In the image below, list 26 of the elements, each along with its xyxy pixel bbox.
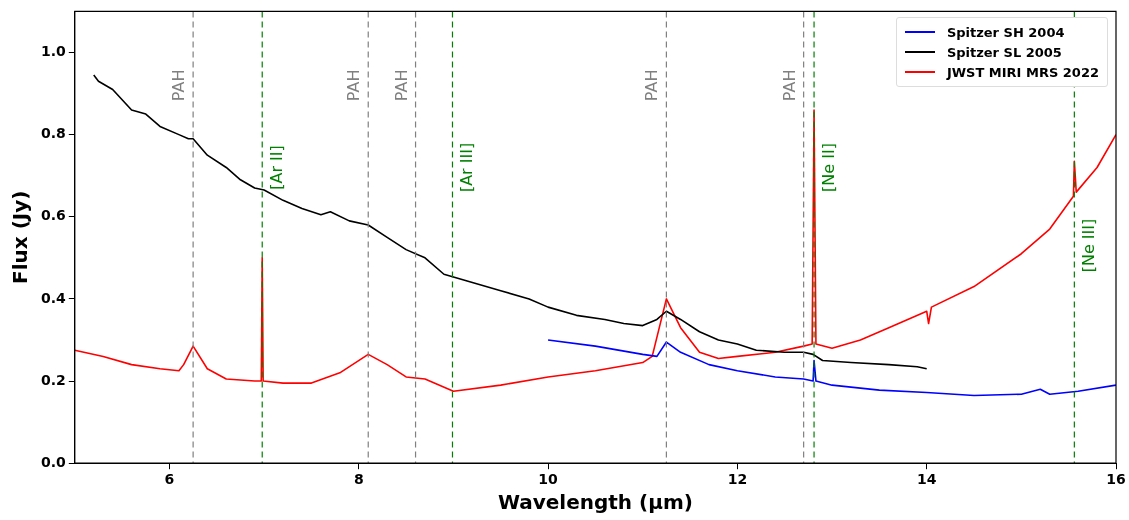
y-tick-label: 0.0: [40, 453, 67, 470]
ref-line-label: PAH: [169, 69, 189, 102]
y-tick-label: 0.4: [40, 289, 67, 306]
x-tick-label: 12: [727, 471, 748, 488]
y-tick-label: 0.2: [40, 371, 66, 388]
x-tick-label: 6: [164, 471, 175, 488]
ref-line-label: [Ar III]: [457, 142, 477, 193]
ref-line-label: PAH: [779, 69, 799, 102]
y-tick-label: 0.6: [40, 207, 66, 224]
ref-line-label: PAH: [344, 69, 364, 102]
legend-label: JWST MIRI MRS 2022: [946, 64, 1099, 80]
x-tick-label: 10: [538, 471, 559, 488]
x-axis-title: Wavelength (μm): [497, 490, 693, 515]
ref-line-label: [Ne II]: [819, 143, 839, 192]
y-tick-label: 1.0: [40, 43, 67, 60]
x-tick-label: 8: [353, 471, 364, 488]
ref-line-label: [Ar II]: [267, 145, 287, 190]
x-tick-label: 16: [1106, 471, 1126, 488]
y-tick-label: 0.8: [40, 125, 66, 142]
legend-label: Spitzer SL 2005: [946, 44, 1062, 60]
legend-label: Spitzer SH 2004: [946, 24, 1065, 40]
ref-line-label: [Ne III]: [1079, 218, 1099, 273]
x-tick-label: 14: [916, 471, 937, 488]
ref-line-label: PAH: [391, 69, 411, 102]
ref-line-label: PAH: [642, 69, 662, 102]
y-axis-title: Flux (Jy): [8, 190, 33, 284]
